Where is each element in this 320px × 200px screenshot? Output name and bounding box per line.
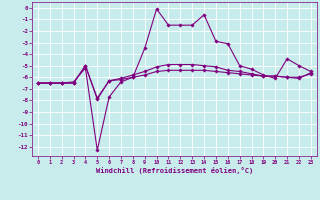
X-axis label: Windchill (Refroidissement éolien,°C): Windchill (Refroidissement éolien,°C) bbox=[96, 167, 253, 174]
